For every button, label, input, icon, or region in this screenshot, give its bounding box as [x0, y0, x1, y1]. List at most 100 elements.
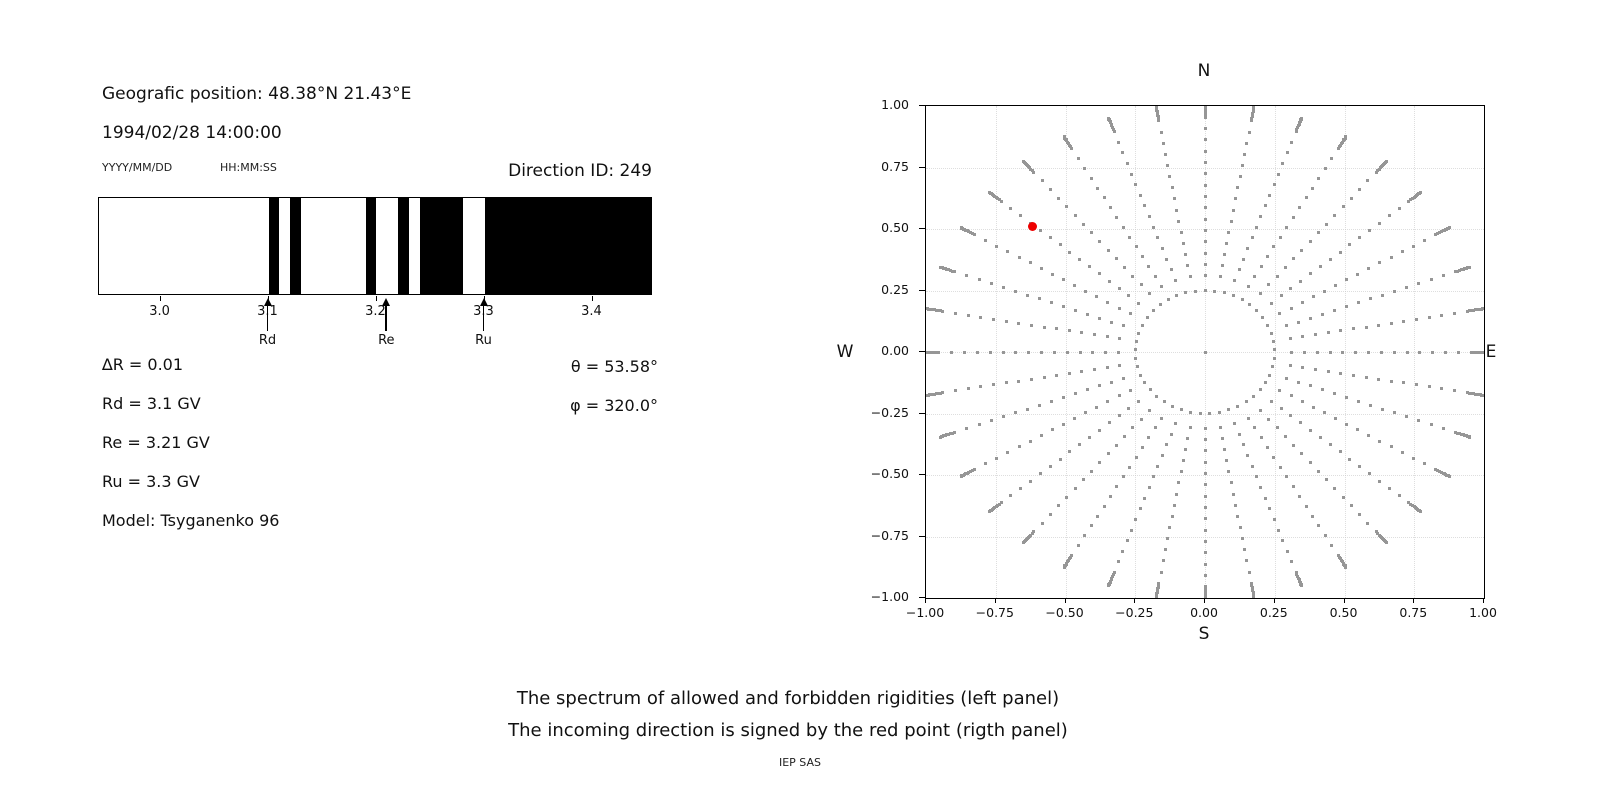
direction-dot [1169, 432, 1173, 436]
direction-dot [1250, 115, 1254, 119]
direction-dot [1338, 250, 1342, 254]
scatter-y-tick-mark [919, 166, 925, 168]
direction-dot [1074, 392, 1077, 396]
direction-dot [1025, 293, 1029, 297]
scatter-y-tick-mark [919, 412, 925, 414]
direction-dot [1166, 537, 1170, 540]
direction-dot [1116, 140, 1120, 144]
direction-dot [1106, 399, 1110, 403]
direction-dot [1269, 331, 1273, 335]
direction-dot [1258, 388, 1262, 392]
direction-dot [1299, 279, 1303, 283]
direction-dot [1147, 264, 1151, 268]
direction-dot [1203, 597, 1207, 598]
direction-dot [999, 501, 1003, 505]
direction-dot [1283, 266, 1287, 270]
direction-dot [1237, 432, 1241, 436]
direction-dot [1364, 375, 1368, 379]
direction-dot [1128, 235, 1132, 239]
direction-dot [968, 231, 972, 235]
direction-dot [1055, 327, 1059, 331]
direction-dot [1203, 596, 1207, 598]
direction-dot [1203, 240, 1207, 244]
direction-dot [1366, 179, 1370, 183]
direction-dot [1170, 186, 1174, 190]
direction-dot [1168, 175, 1172, 179]
direction-dot [1468, 309, 1472, 313]
direction-dot [1384, 160, 1388, 164]
direction-dot [1203, 591, 1207, 595]
direction-dot [1278, 388, 1282, 392]
direction-dot [1317, 524, 1321, 528]
direction-dot [1004, 319, 1008, 323]
direction-dot [970, 468, 974, 472]
direction-dot [1013, 411, 1017, 415]
direction-dot [1111, 127, 1115, 131]
direction-dot [1115, 485, 1119, 489]
direction-dot [947, 432, 951, 436]
direction-dot [1405, 415, 1409, 419]
direction-dot [1328, 350, 1332, 354]
direction-dot [1203, 106, 1207, 107]
direction-dot [1037, 297, 1041, 301]
direction-dot [1165, 257, 1169, 261]
direction-dot [1323, 534, 1327, 538]
direction-dot [1050, 272, 1054, 276]
direction-dot [1170, 404, 1174, 408]
direction-dot [1356, 272, 1360, 276]
direction-dot [1255, 225, 1258, 229]
direction-dot [991, 383, 995, 387]
direction-dot [1422, 462, 1426, 466]
direction-dot [1259, 486, 1263, 489]
direction-dot [1459, 268, 1463, 272]
forbidden-band [365, 198, 377, 294]
direction-dot [1095, 405, 1099, 409]
cutoff-arrow-label-ru: Ru [475, 333, 492, 348]
direction-dot [1203, 262, 1207, 266]
direction-dot [1110, 126, 1114, 129]
direction-dot [1139, 283, 1143, 287]
direction-dot [941, 391, 945, 395]
scatter-y-tick-label: −1.00 [870, 589, 909, 604]
direction-dot [926, 393, 929, 397]
direction-dot [1069, 555, 1073, 559]
direction-dot [1049, 399, 1053, 403]
direction-dot [1084, 411, 1088, 415]
direction-dot [1268, 507, 1272, 511]
direction-dot [1461, 433, 1465, 437]
direction-dot [1013, 289, 1017, 293]
direction-dot [973, 467, 976, 471]
direction-dot [1203, 426, 1207, 430]
forbidden-band [484, 198, 651, 294]
direction-plot-axes [925, 105, 1485, 599]
direction-dot [1090, 469, 1094, 473]
direction-dot [1237, 268, 1241, 272]
direction-dot [1130, 528, 1133, 532]
direction-dot [1117, 350, 1120, 354]
direction-dot [1203, 109, 1207, 113]
direction-dot [1441, 274, 1445, 278]
direction-dot [1009, 206, 1013, 210]
direction-dot [977, 423, 981, 426]
direction-dot [1203, 483, 1207, 487]
direction-dot [1369, 297, 1373, 301]
direction-dot [1440, 387, 1444, 391]
direction-dot [1378, 261, 1382, 265]
scatter-x-tick-label: −0.50 [1045, 605, 1084, 620]
direction-dot [988, 350, 992, 354]
direction-dot [1138, 507, 1142, 511]
direction-dot [1203, 438, 1207, 442]
direction-dot [951, 431, 954, 435]
direction-dot [1417, 419, 1421, 423]
direction-dot [1348, 457, 1352, 461]
direction-dot [1387, 486, 1391, 490]
direction-dot [1268, 193, 1272, 197]
direction-dot [996, 504, 999, 507]
direction-dot [1083, 534, 1087, 538]
direction-dot [1068, 250, 1072, 254]
direction-dot [1108, 494, 1112, 498]
direction-dot [1204, 105, 1207, 106]
direction-dot [1309, 272, 1313, 276]
scatter-x-tick-mark [1134, 598, 1136, 603]
direction-dot [1245, 141, 1249, 145]
